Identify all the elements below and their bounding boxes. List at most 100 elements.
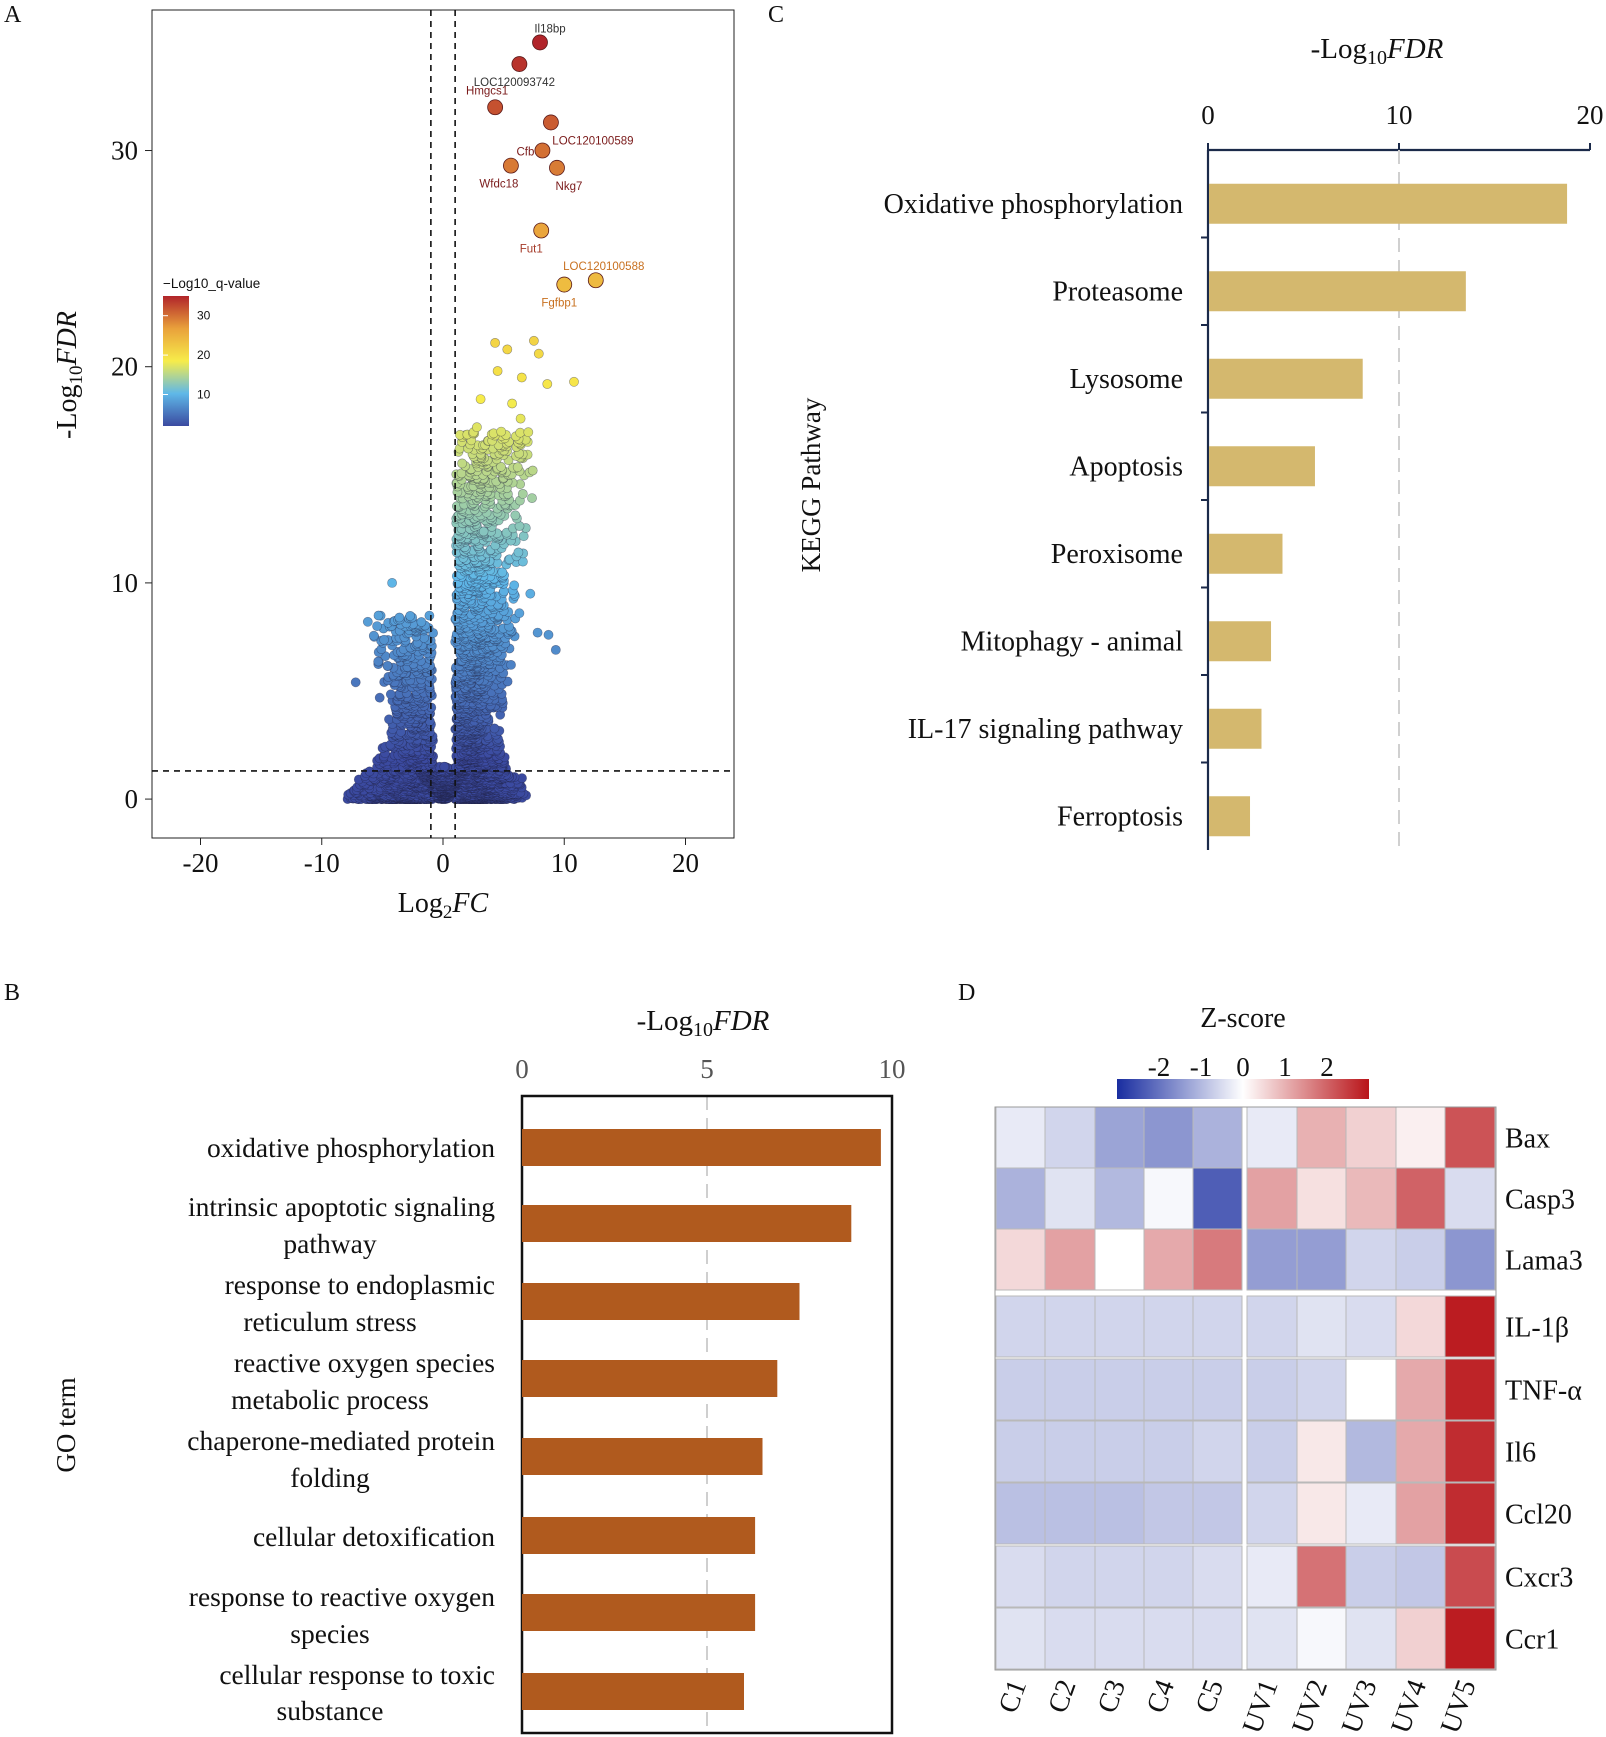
- row-label: Ccl20: [1505, 1500, 1572, 1531]
- volcano-point: [507, 398, 517, 409]
- volcano-point: [492, 366, 503, 376]
- category-label: reactive oxygen species: [234, 1347, 495, 1378]
- heatmap-cell: [1296, 1295, 1347, 1358]
- bar: [522, 1360, 778, 1397]
- row-label: Casp3: [1505, 1185, 1575, 1216]
- bar: [522, 1673, 744, 1710]
- plot-frame: [151, 9, 735, 839]
- category-label: Peroxisome: [1051, 539, 1183, 570]
- x-tick-label: -20: [183, 848, 219, 878]
- volcano-point: [532, 627, 543, 638]
- panel-letter-d: D: [958, 980, 975, 1006]
- heatmap-cell: [1444, 1482, 1496, 1545]
- volcano-point: [379, 634, 389, 645]
- volcano-point: [457, 458, 467, 469]
- heatmap-cell: [1192, 1167, 1243, 1230]
- volcano-point: [385, 689, 396, 700]
- heatmap-cell: [1296, 1607, 1347, 1670]
- heatmap-cell: [1444, 1228, 1496, 1291]
- volcano-point: [350, 677, 361, 688]
- volcano-point: [506, 660, 516, 670]
- heatmap-cell: [1395, 1420, 1446, 1483]
- category-label: reticulum stress: [243, 1306, 416, 1337]
- volcano-point: [368, 630, 379, 641]
- heatmap-cell: [1444, 1167, 1496, 1230]
- heatmap-cell: [1246, 1420, 1298, 1483]
- y-axis-title: -Log10FDR: [52, 311, 87, 439]
- colorbar-tick-label: 10: [197, 387, 211, 401]
- heatmap-cell: [1192, 1420, 1243, 1483]
- bar: [1209, 708, 1262, 749]
- bar: [522, 1205, 852, 1242]
- heatmap-cell: [1143, 1545, 1194, 1608]
- category-label: cellular response to toxic: [219, 1659, 495, 1690]
- x-tick-label: 0: [436, 848, 450, 878]
- volcano-point: [523, 427, 534, 438]
- y-tick-label: 20: [111, 352, 138, 382]
- colorbar-title: −Log10_q-value: [163, 276, 260, 291]
- labeled-point: [533, 222, 550, 239]
- heatmap-cell: [1296, 1167, 1347, 1230]
- y-tick-label: 0: [125, 784, 139, 814]
- heatmap-cell: [1094, 1167, 1145, 1230]
- heatmap-cell: [1192, 1607, 1243, 1670]
- column-label: C3: [1092, 1676, 1132, 1717]
- volcano-point: [405, 611, 416, 621]
- colorbar-tick-label: 30: [197, 309, 211, 323]
- heatmap-cell: [1044, 1106, 1096, 1169]
- category-label: response to endoplasmic: [225, 1269, 495, 1300]
- point-label: LOC120100589: [552, 135, 633, 147]
- point-label: LOC120100588: [563, 261, 644, 273]
- volcano-point: [529, 335, 539, 346]
- heatmap-cell: [1395, 1607, 1446, 1670]
- column-label: UV4: [1385, 1676, 1433, 1737]
- volcano-point: [372, 621, 382, 631]
- heatmap-cell: [1044, 1545, 1096, 1608]
- heatmap-cell: [1143, 1420, 1194, 1483]
- volcano-point: [439, 761, 450, 772]
- volcano-point: [515, 413, 526, 424]
- volcano-point: [509, 580, 520, 591]
- volcano-point: [533, 348, 544, 359]
- heatmap-cell: [995, 1545, 1046, 1608]
- heatmap-cell: [1143, 1295, 1194, 1358]
- heatmap-cell: [1192, 1358, 1243, 1421]
- volcano-point: [362, 616, 373, 627]
- labeled-point: [549, 159, 565, 176]
- heatmap-cell: [1246, 1545, 1298, 1608]
- heatmap-cell: [1345, 1167, 1397, 1230]
- column-label: C4: [1141, 1676, 1181, 1717]
- category-label: Proteasome: [1052, 276, 1183, 307]
- volcano-point: [496, 426, 507, 437]
- point-label: Fut1: [520, 244, 543, 256]
- heatmap-cell: [1296, 1228, 1347, 1291]
- heatmap-cell: [1094, 1358, 1145, 1421]
- heatmap-cell: [1345, 1106, 1397, 1169]
- heatmap-cell: [1444, 1420, 1496, 1483]
- labeled-point: [511, 56, 528, 72]
- heatmap-cell: [1143, 1607, 1194, 1670]
- heatmap-cell: [1246, 1607, 1298, 1670]
- column-label: UV5: [1435, 1676, 1483, 1737]
- volcano-point: [502, 344, 513, 355]
- heatmap-cell: [1246, 1358, 1298, 1421]
- point-label: Cfb: [516, 147, 534, 159]
- volcano-point: [382, 660, 393, 671]
- heatmap-cell: [1044, 1482, 1096, 1545]
- panel-letter-a: A: [4, 2, 22, 28]
- row-label: Lama3: [1505, 1246, 1583, 1277]
- bar: [1209, 796, 1251, 837]
- heatmap-cell: [1246, 1295, 1298, 1358]
- heatmap-cell: [1345, 1482, 1397, 1545]
- heatmap-cell: [1345, 1420, 1397, 1483]
- labeled-point: [587, 272, 604, 289]
- colorbar-tick-label: -1: [1190, 1052, 1213, 1082]
- heatmap-cell: [1345, 1228, 1397, 1291]
- heatmap-cell: [1044, 1228, 1096, 1291]
- colorbar-tick-label: 20: [197, 348, 211, 362]
- volcano-point: [542, 379, 553, 389]
- category-label: cellular detoxification: [253, 1521, 495, 1552]
- x-tick-label: 10: [879, 1054, 906, 1084]
- category-label: chaperone-mediated protein: [187, 1425, 495, 1456]
- point-label: Nkg7: [556, 181, 583, 193]
